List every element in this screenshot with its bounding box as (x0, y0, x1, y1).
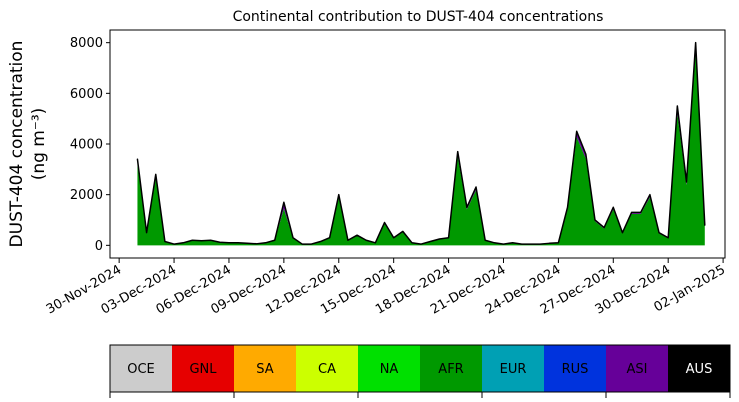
legend-label: GNL (189, 362, 217, 377)
legend-label: AUS (686, 362, 713, 377)
legend-swatch (172, 345, 234, 392)
y-tick-label: 2000 (70, 188, 103, 203)
area (137, 50, 705, 245)
area (137, 50, 705, 246)
legend-frame (109, 344, 731, 393)
y-tick-label: 8000 (70, 36, 103, 51)
chart-title: Continental contribution to DUST-404 con… (233, 9, 604, 25)
legend-label: OCE (127, 362, 155, 377)
legend-label: EUR (500, 362, 527, 377)
legend-swatch (420, 345, 482, 392)
legend-swatch (668, 345, 730, 392)
legend-swatch (110, 345, 172, 392)
legend-label: NA (380, 362, 399, 377)
area (136, 41, 706, 245)
legend-label: RUS (562, 362, 589, 377)
legend-swatch (482, 345, 544, 392)
y-tick-label: 4000 (70, 138, 103, 153)
legend-label: AFR (438, 362, 463, 377)
legend-label: CA (318, 362, 336, 377)
legend-swatch (234, 345, 296, 392)
y-axis-unit: (ng m⁻³) (29, 108, 49, 181)
area (137, 50, 705, 245)
legend: OCE GNL SA CA NA AFR EUR RUS ASI AUS (109, 344, 731, 398)
y-tick-label: 0 (95, 239, 103, 254)
legend-swatch (296, 345, 358, 392)
legend-swatch (606, 345, 668, 392)
legend-swatch (358, 345, 420, 392)
area (137, 42, 705, 245)
legend-label: ASI (627, 362, 648, 377)
y-tick-label: 6000 (70, 87, 103, 102)
legend-label: SA (256, 362, 273, 377)
areas (136, 41, 706, 246)
legend-swatch (544, 345, 606, 392)
y-axis-label: DUST-404 concentration (7, 41, 27, 248)
